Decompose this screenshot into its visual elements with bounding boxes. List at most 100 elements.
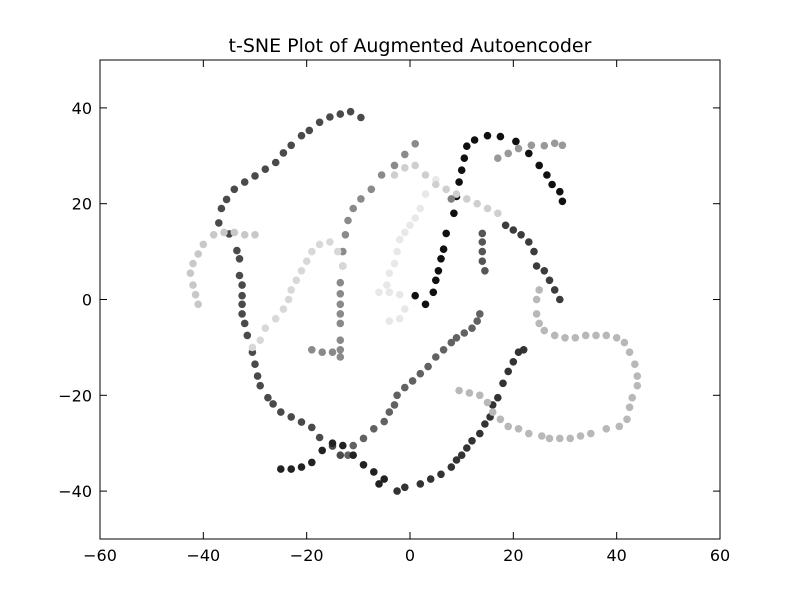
scatter-point	[271, 314, 280, 323]
scatter-point	[525, 149, 533, 158]
scatter-point	[277, 408, 285, 416]
scatter-point	[390, 171, 399, 179]
scatter-point	[401, 228, 409, 237]
scatter-point	[370, 425, 378, 433]
scatter-point	[463, 195, 471, 203]
scatter-point	[532, 310, 541, 318]
scatter-point	[525, 238, 533, 246]
scatter-point	[336, 336, 345, 345]
scatter-point	[530, 247, 538, 256]
scatter-point	[235, 271, 244, 280]
scatter-point	[576, 432, 585, 440]
scatter-point	[602, 425, 611, 433]
scatter-point	[233, 246, 241, 255]
scatter-point	[447, 463, 456, 471]
scatter-series	[478, 229, 489, 275]
scatter-point	[251, 360, 259, 369]
scatter-point	[287, 286, 296, 294]
scatter-point	[540, 267, 549, 275]
scatter-point	[261, 165, 270, 173]
scatter-point	[483, 131, 492, 140]
scatter-point	[535, 286, 543, 294]
scatter-point	[465, 389, 474, 397]
scatter-point	[377, 171, 386, 179]
x-tick-label: −20	[290, 546, 324, 565]
scatter-point	[383, 281, 391, 289]
scatter-point	[287, 465, 296, 473]
scatter-point	[550, 286, 559, 294]
scatter-point	[238, 300, 246, 309]
scatter-point	[248, 343, 257, 352]
scatter-series	[393, 346, 528, 495]
scatter-point	[473, 199, 482, 208]
scatter-point	[460, 154, 469, 162]
scatter-point	[390, 259, 399, 268]
scatter-point	[279, 149, 288, 157]
scatter-point	[186, 269, 195, 278]
scatter-point	[437, 470, 445, 479]
scatter-point	[442, 185, 451, 194]
scatter-point	[463, 444, 471, 452]
scatter-point	[434, 267, 443, 275]
scatter-point	[476, 310, 484, 318]
scatter-point	[545, 276, 554, 285]
scatter-point	[525, 429, 533, 438]
scatter-point	[468, 324, 476, 333]
scatter-point	[411, 140, 420, 148]
scatter-point	[439, 346, 448, 354]
scatter-point	[406, 221, 414, 230]
scatter-point	[615, 422, 624, 431]
scatter-point	[385, 408, 394, 416]
scatter-point	[455, 386, 463, 395]
scatter-point	[302, 257, 311, 266]
scatter-point	[339, 441, 347, 450]
scatter-point	[532, 295, 541, 304]
scatter-series	[501, 221, 564, 304]
scatter-point	[189, 281, 197, 289]
scatter-point	[496, 132, 505, 141]
scatter-point	[401, 383, 409, 392]
scatter-point	[416, 369, 425, 378]
scatter-point	[633, 381, 642, 390]
scatter-point	[194, 300, 202, 309]
scatter-point	[488, 408, 497, 416]
scatter-point	[271, 158, 280, 167]
scatter-point	[393, 487, 401, 495]
scatter-point	[401, 164, 409, 172]
scatter-point	[556, 434, 564, 443]
scatter-point	[336, 346, 345, 354]
scatter-point	[357, 113, 365, 122]
chart-title: t-SNE Plot of Augmented Autoencoder	[229, 35, 592, 57]
scatter-point	[385, 269, 394, 278]
scatter-point	[315, 240, 324, 249]
scatter-series	[494, 139, 567, 162]
scatter-point	[540, 141, 549, 150]
scatter-series	[390, 161, 502, 218]
scatter-point	[269, 400, 277, 408]
scatter-point	[279, 305, 288, 313]
scatter-point	[238, 281, 246, 289]
scatter-point	[442, 229, 451, 238]
scatter-point	[191, 290, 200, 299]
scatter-point	[538, 432, 546, 440]
scatter-point	[478, 238, 487, 246]
scatter-point	[328, 348, 337, 357]
scatter-point	[457, 166, 466, 174]
scatter-series	[447, 195, 456, 203]
scatter-point	[349, 204, 358, 213]
scatter-point	[561, 334, 569, 342]
scatter-point	[380, 475, 389, 483]
scatter-point	[238, 310, 246, 318]
scatter-point	[494, 393, 502, 402]
scatter-point	[256, 336, 265, 345]
scatter-point	[326, 113, 334, 121]
scatter-point	[620, 338, 629, 347]
scatter-point	[199, 240, 208, 249]
scatter-point	[305, 126, 314, 135]
scatter-point	[623, 415, 631, 424]
scatter-point	[390, 161, 399, 170]
scatter-point	[558, 197, 567, 206]
scatter-point	[483, 204, 492, 213]
